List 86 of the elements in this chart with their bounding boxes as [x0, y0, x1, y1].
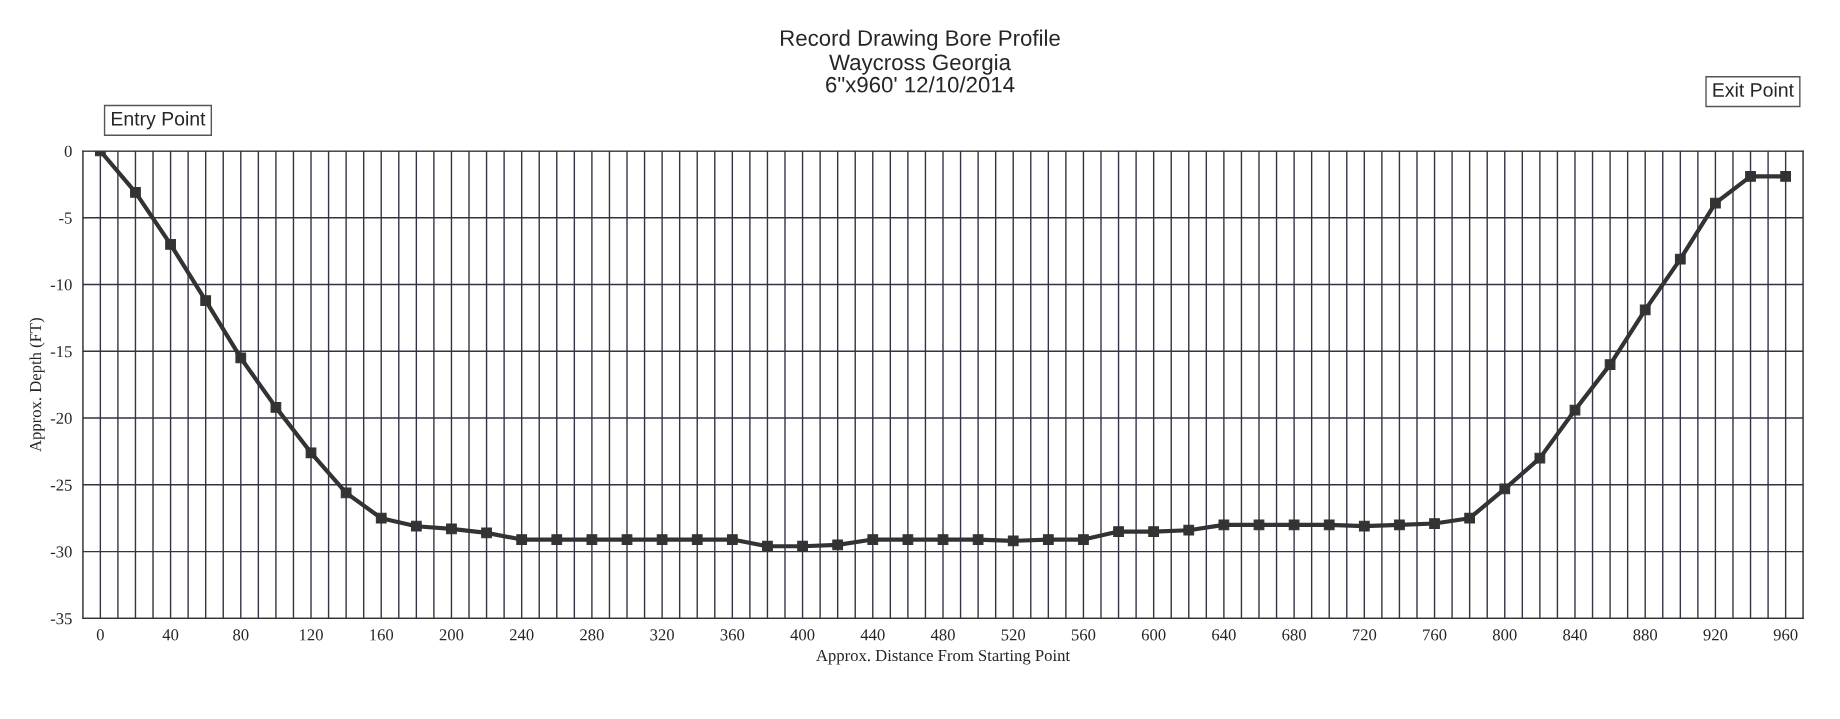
point — [902, 534, 914, 545]
point — [972, 534, 984, 545]
x-tick-label: 920 — [1703, 629, 1728, 641]
point — [481, 527, 492, 539]
point — [1323, 519, 1335, 531]
point — [656, 534, 668, 545]
point — [1358, 520, 1370, 532]
y-tick-label: -5 — [59, 212, 72, 224]
x-axis-title: Approx. Distance From Starting Point — [816, 649, 1070, 665]
point — [1007, 535, 1019, 547]
x-tick-label: 320 — [650, 629, 674, 641]
point — [691, 534, 703, 545]
x-tick-label: 280 — [580, 629, 604, 641]
point — [1464, 512, 1476, 524]
point — [1499, 483, 1511, 495]
x-tick-label: 840 — [1563, 629, 1587, 641]
point — [551, 534, 563, 545]
y-axis-title: Approx. Depth (FT) — [29, 318, 45, 452]
x-tick-label: 960 — [1773, 629, 1798, 641]
point — [832, 539, 844, 551]
chart-title: Record Drawing Bore Profile — [781, 29, 1060, 51]
point — [726, 534, 738, 545]
point — [1042, 534, 1054, 545]
y-tick-label: -15 — [50, 346, 72, 358]
point — [1183, 524, 1195, 536]
point — [1113, 526, 1124, 537]
point — [937, 534, 949, 545]
x-tick-label: 880 — [1633, 629, 1658, 641]
x-tick-label: 80 — [233, 629, 249, 641]
text: Entry Point — [112, 111, 206, 130]
point — [130, 187, 141, 198]
point — [1394, 519, 1405, 531]
x-tick-label: 680 — [1282, 629, 1306, 641]
point — [1604, 359, 1616, 371]
y-tick-label: -10 — [50, 279, 72, 291]
y-tick-label: -30 — [50, 546, 72, 558]
x-tick-label: 520 — [1001, 629, 1026, 641]
point — [1429, 518, 1440, 529]
x-tick-label: 360 — [720, 629, 745, 641]
point — [410, 520, 422, 532]
chart-subtitle: Waycross Georgia 6"x960' 12/10/2014 — [826, 53, 1015, 93]
y-tick-label: -35 — [50, 613, 72, 625]
x-tick-label: 440 — [860, 629, 885, 641]
point — [1710, 197, 1721, 209]
text: Exit Point — [1713, 82, 1794, 97]
point — [1674, 253, 1686, 265]
point — [1745, 170, 1756, 182]
x-tick-label: 120 — [299, 629, 323, 641]
point — [270, 401, 282, 413]
point — [200, 295, 212, 306]
point — [621, 534, 633, 545]
point — [165, 239, 176, 250]
point — [762, 540, 773, 552]
x-tick-label: 640 — [1212, 629, 1236, 641]
point — [340, 487, 352, 499]
point — [516, 534, 528, 545]
x-tick-label: 40 — [162, 629, 179, 641]
point — [867, 534, 879, 545]
point — [305, 447, 317, 459]
point — [1078, 534, 1089, 545]
x-tick-label: 800 — [1492, 629, 1517, 641]
point — [375, 512, 387, 524]
x-tick-label: 760 — [1423, 629, 1447, 641]
point — [446, 523, 457, 535]
x-tick-label: 0 — [96, 629, 104, 641]
x-tick-label: 160 — [370, 629, 394, 641]
point — [1780, 170, 1792, 182]
x-tick-label: 720 — [1352, 629, 1377, 641]
x-tick-label: 400 — [790, 629, 815, 641]
x-tick-label: 600 — [1141, 629, 1166, 641]
x-tick-label: 240 — [509, 629, 534, 641]
y-tick-label: -25 — [50, 479, 72, 491]
x-tick-label: 480 — [930, 629, 955, 641]
x-tick-label: 560 — [1071, 629, 1096, 641]
x-tick-label: 200 — [439, 629, 464, 641]
point — [1218, 519, 1230, 531]
point — [1288, 519, 1300, 531]
point — [1253, 519, 1265, 531]
y-tick-label: 0 — [64, 145, 72, 157]
point — [1148, 526, 1160, 537]
y-tick-label: -20 — [50, 412, 72, 424]
point — [797, 540, 808, 552]
point — [586, 534, 598, 545]
point — [1534, 452, 1546, 464]
point — [1639, 304, 1651, 316]
point — [235, 352, 247, 364]
